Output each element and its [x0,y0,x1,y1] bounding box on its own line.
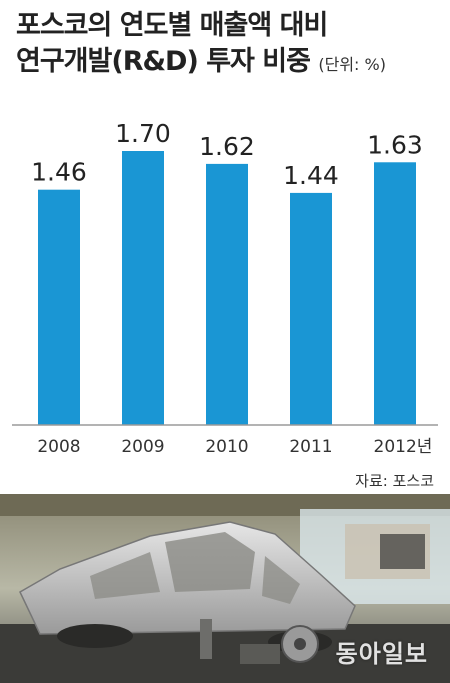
value-label-2008: 1.46 [31,158,87,187]
tick-label-2010: 2010 [205,437,248,457]
value-labels-group: 1.46 1.70 1.62 1.44 1.63 [31,119,423,190]
bar-chart: 1.46 1.70 1.62 1.44 1.63 2008 2009 2010 2011 201… [12,119,438,457]
bar-2011 [290,192,332,425]
tick-label-2012년: 2012년 [374,437,433,457]
watermark-text: 동아일보 [335,640,428,668]
tick-label-2008: 2008 [37,437,80,457]
value-label-2012년: 1.63 [367,130,423,159]
title-line-1: 포스코의 연도별 매출액 대비 [16,10,328,41]
title-line-2: 연구개발(R&D) 투자 비중 (단위: %) [16,44,446,83]
value-label-2010: 1.62 [199,132,255,161]
tick-label-2009: 2009 [121,437,164,457]
title-line-2-text: 연구개발(R&D) 투자 비중 [16,46,311,77]
value-label-2011: 1.44 [283,161,339,190]
car-frame-illustration [0,494,450,683]
bar-2010 [206,163,248,426]
bars-group [38,151,416,426]
bar-2008 [38,189,80,425]
source-note: 자료: 포스코 [355,472,434,490]
chart-title: 포스코의 연도별 매출액 대비 연구개발(R&D) 투자 비중 (단위: %) [16,8,446,83]
tick-labels-group: 2008 2009 2010 2011 2012년 [37,437,432,457]
unit-label: (단위: %) [318,55,386,74]
tick-label-2011: 2011 [289,437,332,457]
value-label-2009: 1.70 [115,119,171,148]
bar-2009 [122,151,164,425]
bar-2012년 [374,162,416,425]
car-frame-photo: 동아일보 [0,494,450,683]
